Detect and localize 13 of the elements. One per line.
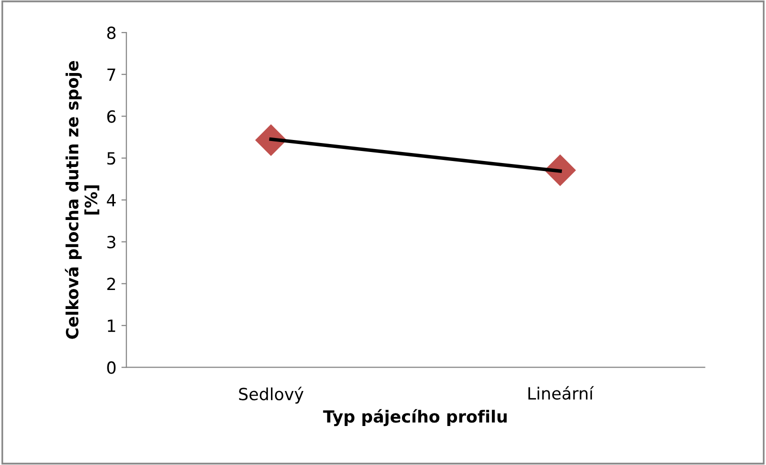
y-tick-label: 5 [107, 152, 116, 165]
y-tick-label: 7 [107, 68, 116, 81]
y-tick-label: 6 [107, 110, 116, 123]
x-tick-label: Sedlový [239, 386, 304, 404]
y-tick-label: 4 [106, 194, 116, 206]
y-tick-label: 2 [107, 278, 115, 290]
x-tick-label: Lineární [528, 386, 594, 400]
y-tick-label: 0 [107, 361, 116, 374]
y-tick-label: 1 [108, 320, 116, 332]
x-axis-title: Typ pájecího profilu [323, 409, 507, 426]
y-tick-label: 3 [107, 236, 116, 248]
y-tick-label: 8 [107, 26, 116, 40]
y-axis-title: Celková plocha dutin ze spoje [%] [64, 61, 100, 339]
